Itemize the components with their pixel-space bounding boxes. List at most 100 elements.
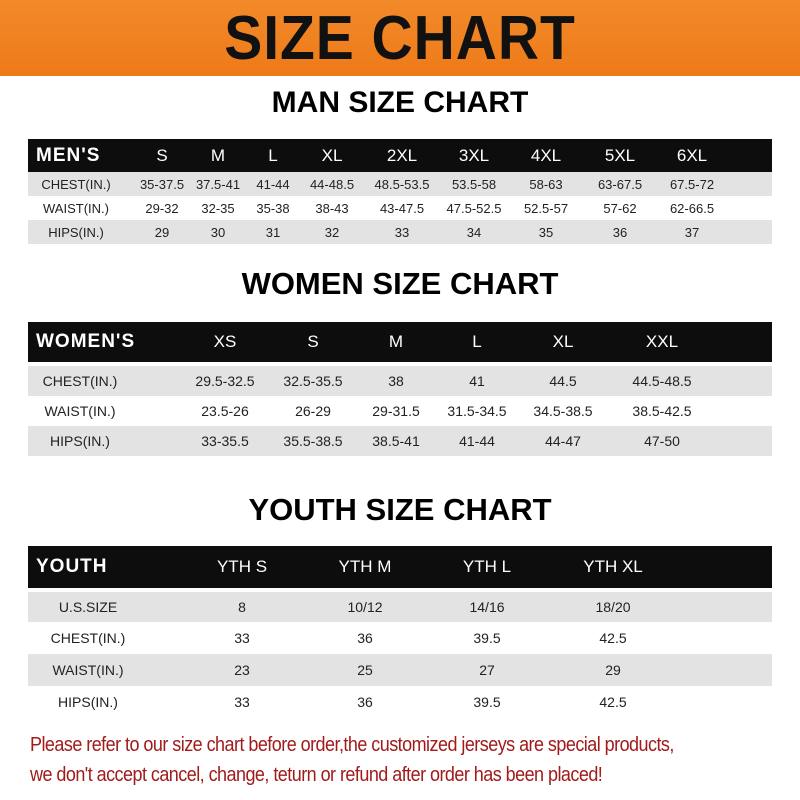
size-value: 57-62 <box>603 200 637 216</box>
size-value: 35-37.5 <box>139 176 185 192</box>
size-value: 31.5-34.5 <box>447 403 507 419</box>
size-value: 8 <box>238 599 246 615</box>
size-value: 36 <box>357 694 373 710</box>
size-value: 23 <box>234 662 250 678</box>
measurement-label: U.S.SIZE <box>58 599 118 615</box>
size-header: 4XL <box>530 145 562 165</box>
size-header: 3XL <box>458 145 490 165</box>
size-value: 42.5 <box>599 694 627 710</box>
size-value: 33-35.5 <box>201 433 249 449</box>
size-value: 25 <box>357 662 373 678</box>
women-section-title: WOMEN SIZE CHART <box>241 266 559 301</box>
size-value: 37.5-41 <box>195 176 241 192</box>
size-header: 5XL <box>604 145 636 165</box>
size-value: 44-47 <box>545 433 581 449</box>
size-value: 35.5-38.5 <box>283 433 343 449</box>
size-header: 6XL <box>676 145 708 165</box>
size-value: 29 <box>605 662 621 678</box>
size-value: 34.5-38.5 <box>533 403 593 419</box>
men-table-row: WAIST(IN.) 29-32 32-35 35-38 38-43 43-47.5 47.… <box>28 196 772 220</box>
size-value: 14/16 <box>469 599 505 615</box>
size-value: 30 <box>210 224 226 240</box>
size-header: 2XL <box>386 145 418 165</box>
size-header: YTH M <box>338 557 392 576</box>
size-value: 39.5 <box>473 694 501 710</box>
women-table-row: WAIST(IN.) 23.5-26 26-29 29-31.5 31.5-34.5 34… <box>28 396 772 426</box>
size-header: L <box>472 332 482 351</box>
women-table-row: HIPS(IN.) 33-35.5 35.5-38.5 38.5-41 41-44 44-… <box>28 426 772 456</box>
table-label-header: YOUTH <box>36 556 108 577</box>
size-value: 34 <box>466 224 482 240</box>
title-banner: SIZE CHART <box>0 0 800 76</box>
men-header-row: MEN'S S M L XL 2XL 3XL 4XL 5XL 6XL <box>28 139 772 172</box>
size-header: YTH S <box>216 557 268 576</box>
size-value: 44.5 <box>549 373 577 389</box>
men-size-table: MEN'S S M L XL 2XL 3XL 4XL 5XL 6XL CHEST(IN.) 35-37… <box>28 139 772 244</box>
size-value: 41 <box>469 373 485 389</box>
measurement-label: WAIST(IN.) <box>52 662 124 678</box>
size-value: 10/12 <box>347 599 383 615</box>
size-value: 41-44 <box>256 176 290 192</box>
measurement-label: HIPS(IN.) <box>48 224 104 240</box>
size-value: 44.5-48.5 <box>632 373 692 389</box>
size-value: 27 <box>479 662 495 678</box>
women-table-row: CHEST(IN.) 29.5-32.5 32.5-35.5 38 41 44.5 44.5… <box>28 366 772 396</box>
table-label-header: WOMEN'S <box>36 331 136 352</box>
size-value: 38.5-41 <box>372 433 420 449</box>
measurement-label: HIPS(IN.) <box>58 694 118 710</box>
men-table-row: HIPS(IN.) 29 30 31 32 33 34 35 36 37 <box>28 220 772 244</box>
size-value: 58-63 <box>529 176 563 192</box>
size-value: 26-29 <box>295 403 331 419</box>
size-header: XL <box>321 145 343 165</box>
youth-section-title: YOUTH SIZE CHART <box>248 492 552 527</box>
size-value: 29-31.5 <box>372 403 420 419</box>
size-value: 35-38 <box>256 200 290 216</box>
size-value: 33 <box>234 694 250 710</box>
size-value: 48.5-53.5 <box>374 176 430 192</box>
size-value: 29 <box>154 224 170 240</box>
size-value: 32-35 <box>201 200 235 216</box>
measurement-label: WAIST(IN.) <box>43 200 109 216</box>
size-value: 67.5-72 <box>669 176 715 192</box>
size-value: 18/20 <box>595 599 631 615</box>
size-value: 47.5-52.5 <box>446 200 502 216</box>
youth-table-row: HIPS(IN.) 33 36 39.5 42.5 <box>28 686 772 718</box>
size-value: 29-32 <box>145 200 179 216</box>
size-value: 35 <box>538 224 554 240</box>
youth-table-row: CHEST(IN.) 33 36 39.5 42.5 <box>28 622 772 654</box>
size-header: YTH XL <box>583 557 643 576</box>
size-value: 38-43 <box>315 200 349 216</box>
size-value: 42.5 <box>599 630 627 646</box>
notice-line-2: we don't accept cancel, change, teturn o… <box>30 764 603 786</box>
size-value: 47-50 <box>644 433 680 449</box>
women-size-table: WOMEN'S XS S M L XL XXL CHEST(IN.) 29.5-32.5 32.5… <box>28 322 772 456</box>
men-table-row: CHEST(IN.) 35-37.5 37.5-41 41-44 44-48.5 48.5… <box>28 172 772 196</box>
women-header-row: WOMEN'S XS S M L XL XXL <box>28 322 772 362</box>
men-section-title: MAN SIZE CHART <box>271 86 529 119</box>
size-value: 32.5-35.5 <box>283 373 343 389</box>
notice-line-1: Please refer to our size chart before or… <box>30 734 674 756</box>
size-header: XXL <box>645 332 679 351</box>
size-value: 44-48.5 <box>309 176 355 192</box>
measurement-label: CHEST(IN.) <box>41 176 111 192</box>
size-value: 52.5-57 <box>523 200 569 216</box>
size-value: 36 <box>357 630 373 646</box>
size-value: 43-47.5 <box>379 200 425 216</box>
measurement-label: CHEST(IN.) <box>50 630 126 646</box>
measurement-label: HIPS(IN.) <box>50 433 110 449</box>
size-value: 38.5-42.5 <box>632 403 692 419</box>
size-value: 33 <box>394 224 410 240</box>
size-value: 63-67.5 <box>597 176 643 192</box>
size-header: XS <box>213 332 237 351</box>
size-value: 41-44 <box>459 433 495 449</box>
page-title: SIZE CHART <box>224 3 576 73</box>
youth-size-table: YOUTH YTH S YTH M YTH L YTH XL U.S.SIZE 8 10/12… <box>28 546 772 718</box>
size-header: M <box>210 145 226 165</box>
size-value: 62-66.5 <box>669 200 715 216</box>
size-value: 39.5 <box>473 630 501 646</box>
size-value: 36 <box>612 224 628 240</box>
size-value: 37 <box>684 224 700 240</box>
youth-table-row: WAIST(IN.) 23 25 27 29 <box>28 654 772 686</box>
size-value: 53.5-58 <box>451 176 497 192</box>
youth-table-row: U.S.SIZE 8 10/12 14/16 18/20 <box>28 592 772 622</box>
